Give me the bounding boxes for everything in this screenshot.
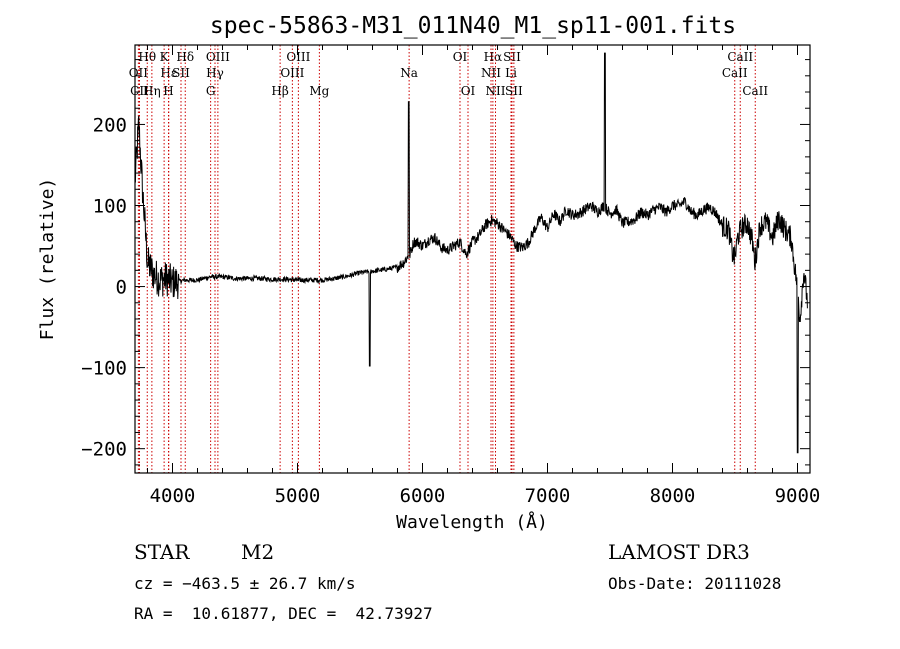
line-marker-label: OIII [280,66,304,80]
line-marker-label: OI [461,84,476,98]
line-marker-label: H [163,84,173,98]
line-marker-label: Hγ [206,66,224,80]
line-marker-label: NII [486,84,506,98]
line-marker-label: Hη [143,84,161,98]
x-tick-label: 7000 [525,485,571,507]
line-marker-label: OIII [286,50,310,64]
line-marker-label: NII [481,66,501,80]
line-marker-label: Mg [309,84,329,98]
object-subclass: M2 [241,540,275,564]
line-marker-label: Hα [484,50,503,64]
line-marker-label: Na [400,66,418,80]
line-marker-label: SII [172,66,190,80]
x-tick-label: 4000 [150,485,196,507]
line-marker-label: CaII [727,50,753,64]
line-marker-label: Hδ [176,50,194,64]
axis-ticks: 4000 5000 6000 7000 8000 9000 −200 −100 0 100 200 [81,45,820,507]
y-tick-label: −200 [81,439,127,461]
survey-name: LAMOST DR3 [608,540,750,564]
line-marker-label: OII [129,66,149,80]
line-marker-label: OI [453,50,468,64]
y-tick-label: 200 [93,114,127,136]
y-tick-label: 0 [116,277,127,299]
x-tick-label: 8000 [650,485,696,507]
line-marker-label: G [206,84,216,98]
line-marker-label: CaII [742,84,768,98]
coordinates: RA = 10.61877, DEC = 42.73927 [134,604,433,623]
y-tick-label: −100 [81,358,127,380]
line-marker-label: OIII [206,50,230,64]
x-axis-title: Wavelength (Å) [396,511,548,533]
redshift-text: cz = −463.5 ± 26.7 km/s [134,574,356,593]
line-marker-label: K [160,50,170,64]
line-marker-label: Hβ [271,84,288,98]
line-marker-label: Hθ [138,50,156,64]
y-axis-title: Flux (relative) [37,178,58,341]
y-tick-label: 100 [93,196,127,218]
line-marker-label: Li [505,66,517,80]
plot-frame [134,44,811,474]
x-tick-label: 9000 [775,485,821,507]
obs-date: Obs-Date: 20111028 [608,574,782,593]
line-marker-label: SII [505,84,523,98]
spectrum-layer [134,52,808,454]
line-marker-label: CaII [722,66,748,80]
chart-title: spec-55863-M31_011N40_M1_sp11-001.fits [210,13,736,39]
x-tick-label: 5000 [275,485,321,507]
line-marker-label: SII [503,50,521,64]
spectrum-line [134,52,808,454]
x-tick-label: 6000 [400,485,446,507]
object-class: STAR [134,540,190,564]
